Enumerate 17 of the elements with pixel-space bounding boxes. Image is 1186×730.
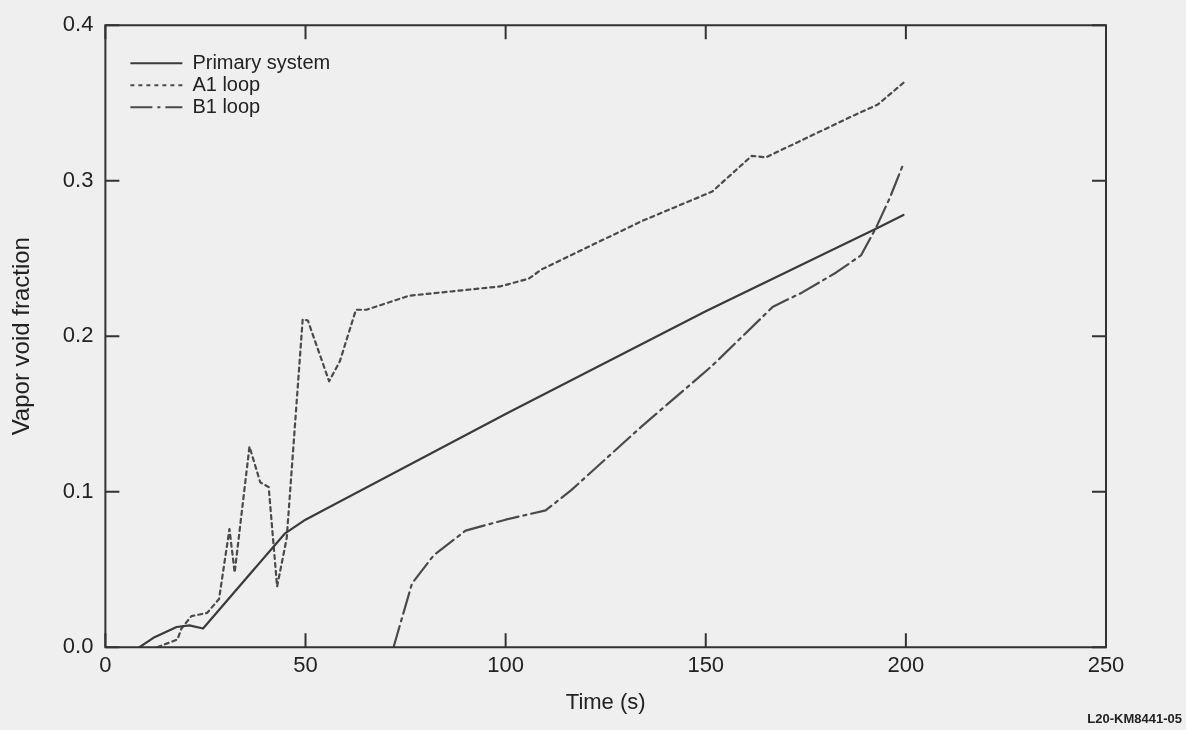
x-tick-label: 0: [99, 652, 112, 678]
x-tick-label: 100: [487, 652, 524, 678]
y-tick-label: 0.2: [62, 322, 94, 348]
y-axis-title: Vapor void fraction: [7, 237, 35, 436]
legend-label: B1 loop: [192, 94, 261, 117]
text: L20-KM8441-05: [1087, 711, 1182, 727]
y-tick-label: 0.0: [62, 633, 94, 659]
y-tick-label: 0.3: [62, 166, 94, 192]
x-tick-label: 50: [293, 652, 318, 678]
y-tick-label: 0.1: [62, 477, 94, 503]
x-tick-label: 250: [1087, 652, 1125, 678]
x-axis-title: Time (s): [565, 688, 646, 714]
legend-label: A1 loop: [192, 72, 261, 95]
x-tick-label: 200: [887, 652, 925, 678]
legend-label: Primary system: [192, 50, 331, 73]
x-tick-label: 150: [687, 652, 725, 678]
y-tick-label: 0.4: [62, 11, 94, 37]
